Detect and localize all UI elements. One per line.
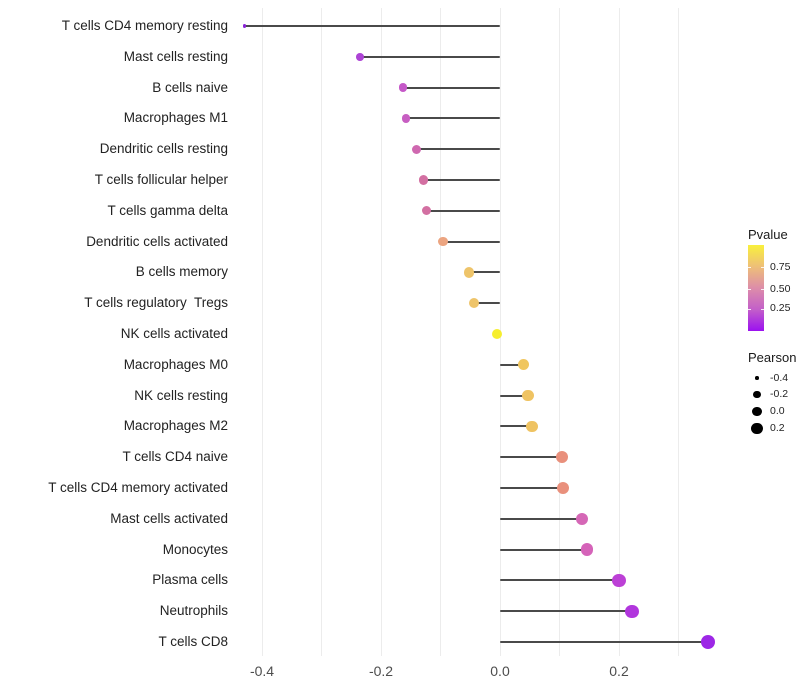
lollipop-dot	[491, 328, 503, 340]
x-tick-label: 0.0	[490, 663, 510, 679]
y-axis-label: T cells CD4 naive	[122, 449, 228, 465]
y-axis-label: Mast cells resting	[123, 48, 228, 64]
colorbar-tick	[748, 289, 751, 291]
size-legend-dot	[755, 376, 759, 380]
lollipop-dot	[463, 267, 475, 278]
lollipop-dot	[557, 481, 570, 495]
y-axis-label: Macrophages M0	[123, 356, 228, 372]
y-axis-label: T cells regulatory Tregs	[84, 295, 228, 311]
lollipop-stem	[405, 117, 500, 120]
lollipop-stem	[500, 579, 619, 582]
colorbar-tick-label: 0.75	[770, 260, 791, 273]
lollipop-dot	[438, 236, 448, 247]
colorbar-tick	[761, 308, 764, 310]
lollipop-stem	[360, 55, 500, 58]
y-axis-label: NK cells resting	[134, 387, 228, 403]
colorbar-tick	[761, 267, 764, 269]
lollipop-dot	[526, 420, 538, 433]
y-axis-label: Plasma cells	[152, 572, 228, 588]
lollipop-stem	[403, 86, 500, 89]
y-axis-label: B cells naive	[152, 79, 228, 95]
lollipop-dot	[625, 604, 639, 618]
lollipop-dot	[701, 634, 716, 650]
colorbar-tick	[761, 289, 764, 291]
size-legend-dot	[751, 422, 763, 434]
y-axis-label: Dendritic cells resting	[99, 141, 228, 157]
gridline	[321, 8, 322, 656]
lollipop-dot	[468, 298, 479, 309]
lollipop-stem	[500, 548, 587, 551]
pearson-legend-title: Pearson	[748, 350, 797, 365]
y-axis-label: Mast cells activated	[110, 510, 228, 526]
lollipop-dot	[580, 543, 594, 556]
lollipop-dot	[411, 144, 421, 154]
y-axis-label: T cells CD8	[158, 634, 228, 649]
size-legend-dot	[753, 391, 761, 399]
colorbar-tick	[748, 308, 751, 310]
colorbar-tick-label: 0.50	[770, 282, 791, 295]
y-axis-label: Dendritic cells activated	[86, 233, 228, 249]
x-tick-label: 0.2	[609, 663, 629, 679]
gridline	[678, 8, 679, 656]
lollipop-stem	[423, 179, 500, 181]
lollipop-dot	[518, 359, 530, 371]
y-axis-label: Macrophages M2	[123, 418, 228, 434]
lollipop-dot	[575, 512, 589, 525]
lollipop-stem	[500, 363, 524, 366]
gridline	[618, 8, 620, 656]
x-tick-label: -0.4	[249, 663, 275, 679]
lollipop-dot	[419, 175, 429, 185]
lollipop-dot	[242, 24, 246, 28]
lollipop-stem	[500, 641, 709, 643]
gridline	[261, 8, 263, 656]
size-legend-label: -0.2	[770, 388, 789, 401]
y-axis-label: B cells memory	[135, 264, 228, 280]
y-axis-label: Neutrophils	[159, 603, 228, 619]
size-legend-label: 0.2	[770, 421, 785, 434]
colorbar-tick	[748, 267, 751, 269]
lollipop-stem	[500, 425, 533, 428]
y-axis-label: T cells CD4 memory resting	[61, 18, 228, 33]
lollipop-dot	[356, 52, 365, 61]
lollipop-dot	[401, 113, 411, 123]
y-axis-label: Monocytes	[162, 541, 228, 557]
gridline	[380, 8, 382, 656]
lollipop-dot	[612, 573, 626, 587]
x-tick-label: -0.2	[368, 663, 394, 679]
pvalue-colorbar	[748, 245, 764, 331]
y-axis-label: T cells CD4 memory activated	[48, 480, 228, 495]
size-legend-label: 0.0	[770, 404, 785, 417]
y-axis-label: T cells follicular helper	[94, 172, 228, 187]
lollipop-stem	[500, 456, 562, 459]
lollipop-stem	[469, 271, 500, 274]
size-legend-dot	[752, 406, 762, 417]
lollipop-stem	[244, 25, 500, 27]
y-axis-label: T cells gamma delta	[107, 202, 228, 218]
y-axis-label: Macrophages M1	[123, 110, 228, 126]
size-legend-label: -0.4	[770, 371, 789, 384]
lollipop-dot	[398, 83, 408, 92]
lollipop-dot	[421, 206, 431, 216]
lollipop-dot	[555, 451, 568, 464]
pvalue-legend-title: Pvalue	[748, 227, 788, 242]
lollipop-stem	[473, 302, 500, 305]
lollipop-stem	[426, 209, 500, 212]
lollipop-stem	[500, 394, 528, 397]
lollipop-stem	[500, 487, 564, 489]
y-axis-label: NK cells activated	[120, 326, 228, 341]
gridline	[559, 8, 560, 656]
gridline	[440, 8, 441, 656]
lollipop-stem	[500, 610, 633, 613]
lollipop-stem	[442, 240, 500, 243]
lollipop-stem	[500, 517, 583, 520]
lollipop-dot	[522, 389, 534, 402]
colorbar-tick-label: 0.25	[770, 302, 791, 315]
lollipop-stem	[416, 148, 500, 151]
